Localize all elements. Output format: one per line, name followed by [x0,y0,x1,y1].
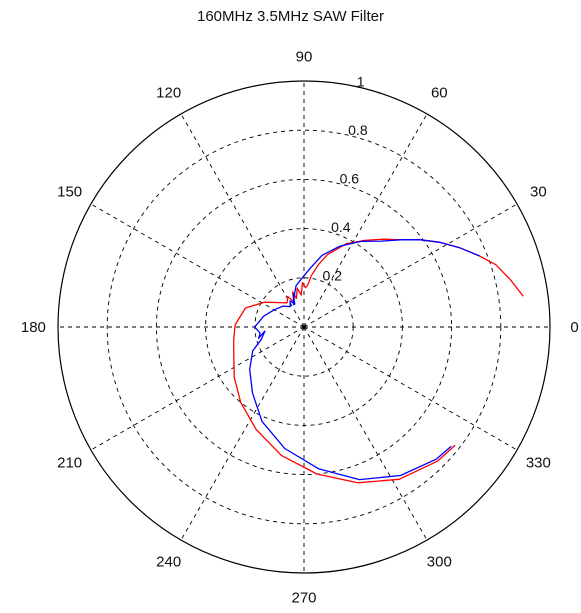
series-line-2 [250,240,480,480]
radial-tick-label: 0.6 [340,171,360,187]
polar-spoke-60 [304,114,427,327]
radial-tick-label: 0.4 [331,219,351,235]
angle-tick-label-300: 300 [427,553,452,570]
angle-tick-label-30: 30 [530,184,547,201]
angle-tick-label-270: 270 [291,590,316,607]
radial-tick-label: 0.2 [323,268,343,284]
angle-tick-label-330: 330 [526,454,551,471]
angle-tick-label-210: 210 [57,454,82,471]
polar-spoke-150 [91,204,304,327]
tick-labels: 0 30 60 90 120 150 180 210 240 270 300 330 0.2 0.4 0.6… [21,48,579,606]
radial-tick-label: 0.8 [348,122,368,138]
series-line-1 [234,239,524,483]
polar-spoke-210 [91,327,304,450]
polar-spoke-330 [304,327,517,450]
angle-tick-label-120: 120 [156,85,181,102]
angle-tick-label-240: 240 [156,553,181,570]
polar-grid [58,81,550,573]
angle-tick-label-0: 0 [570,319,578,336]
polar-spoke-300 [304,327,427,540]
angle-tick-label-90: 90 [296,48,313,65]
angle-tick-label-150: 150 [57,184,82,201]
polar-spoke-240 [181,327,304,540]
angle-tick-label-180: 180 [21,319,46,336]
polar-spoke-120 [181,114,304,327]
angle-tick-label-60: 60 [431,85,448,102]
radial-tick-label: 1 [357,74,365,90]
series-layer [234,239,524,483]
